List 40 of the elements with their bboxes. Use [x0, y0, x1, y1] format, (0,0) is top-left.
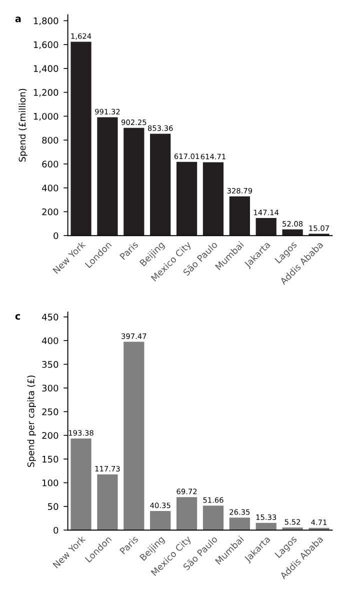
y-tick-label: 400	[42, 184, 58, 192]
y-tick-label: 50	[48, 503, 58, 510]
bar	[97, 117, 118, 236]
y-tick-label: 600	[42, 160, 58, 168]
bar	[70, 438, 92, 530]
y-tick-label: 450	[42, 314, 58, 320]
bar	[176, 162, 198, 236]
y-tick-label: 350	[42, 361, 58, 368]
bar	[97, 474, 118, 530]
bar	[202, 162, 224, 236]
y-tick-label: 400	[42, 337, 58, 344]
y-tick-label: 100	[42, 479, 58, 486]
bar	[282, 229, 303, 236]
y-tick-label: 0	[54, 232, 58, 240]
bar	[202, 506, 224, 530]
bar	[229, 196, 250, 236]
bar	[150, 134, 171, 236]
y-tick-label: 250	[42, 408, 58, 416]
y-axis-title: Spend per capita (£)	[27, 376, 36, 467]
y-tick-label: 300	[42, 384, 58, 392]
bar	[150, 510, 171, 530]
chart-title: c	[15, 314, 20, 320]
bar	[256, 218, 276, 236]
bar	[176, 497, 198, 530]
bar	[124, 128, 144, 236]
y-tick-label: 1,800	[34, 17, 58, 26]
bar	[229, 518, 250, 530]
y-tick-label: 200	[42, 432, 58, 439]
bar	[70, 42, 92, 236]
y-tick-label: 1,200	[34, 89, 58, 97]
y-tick-label: 0	[54, 526, 58, 534]
y-tick-label: 1,000	[34, 112, 58, 121]
y-axis-title: Spend (£million)	[18, 88, 28, 162]
y-tick-label: 800	[42, 136, 58, 144]
y-tick-label: 1,600	[34, 41, 58, 50]
bar	[124, 342, 144, 530]
y-tick-label: 1,400	[34, 65, 58, 73]
y-tick-label: 150	[42, 456, 58, 463]
chart-title: a	[15, 16, 21, 22]
y-tick-label: 200	[42, 208, 58, 216]
